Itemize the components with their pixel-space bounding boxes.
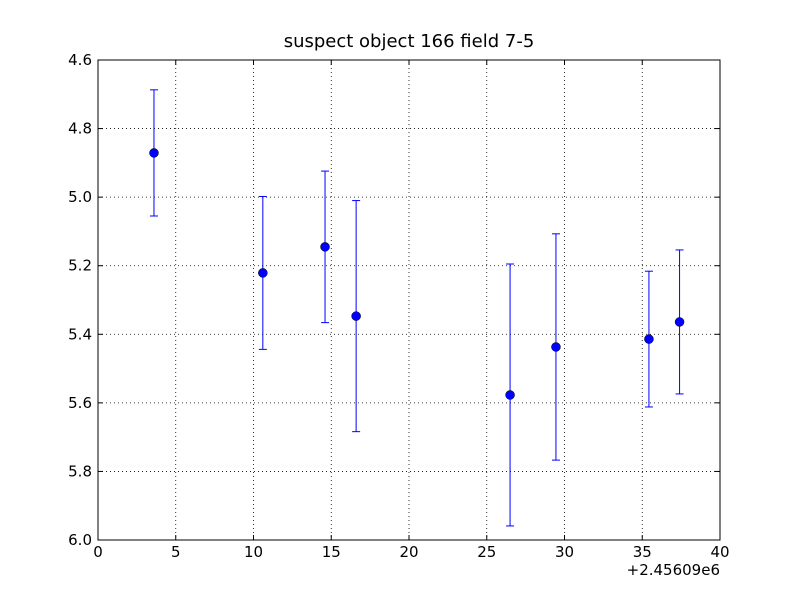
y-tick-label: 5.0	[68, 188, 92, 206]
y-tick-label: 6.0	[68, 531, 92, 549]
y-tick-label: 4.8	[68, 120, 92, 138]
x-offset-label: +2.45609e6	[627, 561, 720, 579]
plot-frame	[97, 59, 721, 541]
x-tick-label: 0	[93, 543, 103, 561]
y-tick-label: 5.8	[68, 462, 92, 480]
x-tick-label: 20	[399, 543, 418, 561]
chart-title: suspect object 166 field 7-5	[284, 31, 535, 52]
y-tick-label: 5.2	[68, 257, 92, 275]
y-tick-label: 5.4	[68, 325, 92, 343]
point	[551, 342, 561, 352]
x-tick-label: 40	[710, 543, 729, 561]
y-tick-label: 4.6	[68, 51, 92, 69]
x-tick-label: 25	[477, 543, 496, 561]
x-tick-label: 10	[244, 543, 263, 561]
point	[674, 317, 685, 327]
point	[644, 334, 654, 344]
y-tick-label: 5.6	[68, 394, 92, 412]
point	[505, 390, 515, 400]
x-tick-label: 30	[555, 543, 574, 561]
point	[258, 268, 268, 278]
x-tick-label: 35	[633, 543, 652, 561]
point	[149, 148, 159, 158]
x-tick-label: 15	[322, 543, 341, 561]
x-tick-label: 5	[171, 543, 181, 561]
point	[320, 242, 330, 252]
point	[351, 311, 361, 321]
